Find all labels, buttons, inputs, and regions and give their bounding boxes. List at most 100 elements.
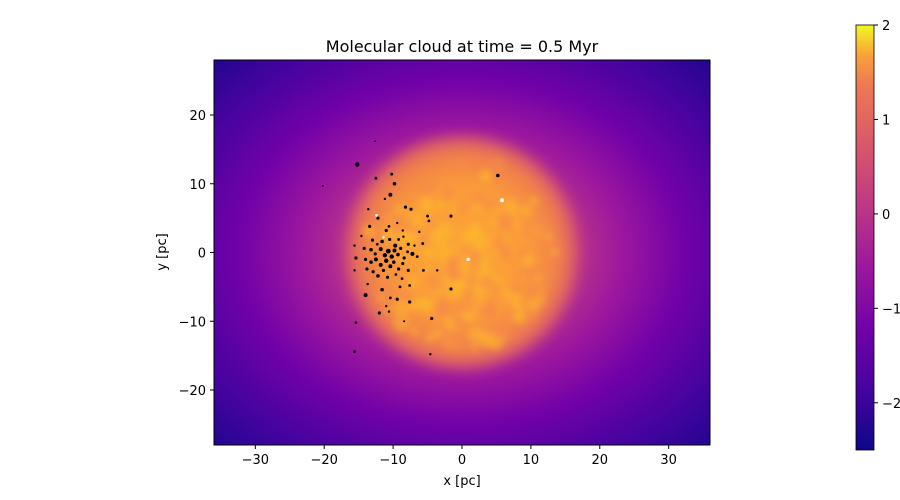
cloud-blob: [480, 274, 495, 289]
star-point: [367, 207, 370, 211]
cloud-blob: [440, 185, 455, 200]
star-point: [396, 252, 400, 257]
cloud-blob: [471, 202, 483, 214]
star-point: [374, 140, 377, 143]
x-tick-label: 10: [523, 453, 540, 468]
cloud-blob: [438, 295, 449, 306]
star-point: [422, 268, 425, 272]
star-point: [374, 176, 378, 180]
cloud-blob: [451, 338, 466, 353]
cloud-blob: [444, 262, 463, 281]
cloud-blob: [384, 306, 392, 314]
star-point: [390, 172, 394, 176]
cloud-blob: [427, 271, 446, 290]
star-point: [321, 184, 324, 187]
star-point-white: [382, 236, 385, 239]
star-point: [403, 205, 408, 209]
cloud-blob: [416, 179, 431, 194]
star-point: [396, 221, 399, 225]
star-point: [375, 242, 379, 246]
cloud-blob: [469, 228, 480, 240]
cloud-blob: [523, 223, 540, 240]
star-point: [394, 273, 398, 276]
star-point: [378, 247, 383, 252]
cloud-blob: [454, 200, 469, 214]
cloud-blob: [435, 287, 444, 296]
star-point: [369, 260, 373, 264]
cloud-blob: [509, 281, 524, 296]
star-point: [401, 229, 404, 232]
y-tick-label: −10: [179, 315, 206, 330]
star-point: [398, 285, 402, 289]
cloud-blob: [470, 262, 481, 273]
cloud-blob: [486, 234, 493, 241]
star-point: [421, 242, 425, 245]
cloud-blob: [522, 264, 539, 281]
star-point: [449, 214, 453, 218]
cloud-blob: [491, 282, 503, 294]
star-point: [408, 284, 412, 287]
cloud-blob: [507, 306, 518, 317]
star-point: [380, 287, 384, 292]
star-point: [369, 247, 373, 252]
cloud-blob: [384, 212, 402, 230]
star-point: [389, 254, 394, 259]
star-point: [388, 296, 392, 300]
cloud-blob: [420, 200, 435, 215]
star-point: [426, 214, 429, 218]
star-point: [387, 310, 391, 313]
colorbar-tick-label: 2: [882, 19, 890, 34]
x-tick-label: 20: [592, 453, 609, 468]
cloud-blob: [409, 302, 416, 309]
star-point: [392, 260, 396, 264]
star-point: [371, 270, 375, 274]
star-point: [353, 244, 356, 247]
y-axis-ticks: −20 −10 0 10 20: [179, 109, 214, 399]
cloud-blob: [362, 224, 376, 238]
star-point: [402, 256, 406, 260]
cloud-blob: [483, 256, 491, 264]
star-point: [415, 255, 419, 259]
cloud-blob: [432, 328, 443, 338]
star-point: [353, 350, 356, 353]
cloud-blob: [376, 295, 384, 302]
star-point: [377, 311, 381, 315]
star-point: [378, 262, 383, 267]
cloud-blob: [393, 299, 411, 317]
star-point: [376, 274, 380, 278]
star-point: [436, 269, 439, 272]
cloud-blob: [490, 157, 506, 172]
star-point: [395, 297, 399, 301]
cloud-blob: [490, 322, 508, 340]
star-point: [388, 237, 392, 242]
cloud-blob: [480, 304, 497, 321]
star-point: [373, 252, 377, 256]
cloud-blob: [485, 293, 498, 307]
star-point: [401, 261, 405, 266]
star-point: [397, 238, 401, 241]
cloud-blob: [501, 288, 513, 299]
star-point: [406, 242, 410, 246]
x-tick-label: −10: [379, 453, 406, 468]
cloud-blob: [412, 221, 419, 228]
cloud-blob: [423, 265, 431, 273]
colorbar: [855, 24, 875, 451]
star-point: [385, 304, 388, 308]
colorbar-tick-label: −1: [882, 302, 900, 317]
colorbar-ticks: 2 1 0 −1 −2: [874, 19, 900, 412]
cloud-blob: [502, 219, 514, 231]
star-point: [429, 353, 432, 356]
star-point: [362, 246, 366, 250]
star-point: [382, 253, 388, 258]
star-point: [449, 287, 453, 291]
star-point: [387, 224, 391, 228]
cloud-turbulence: [362, 157, 559, 353]
cloud-blob: [513, 190, 520, 198]
star-point: [397, 267, 401, 271]
star-point: [413, 244, 416, 247]
colorbar-tick-label: −2: [882, 397, 900, 412]
cloud-blob: [512, 220, 520, 228]
cloud-blob: [468, 327, 485, 344]
x-axis-ticks: −30 −20 −10 0 10 20 30: [242, 445, 677, 468]
y-tick-label: −20: [179, 384, 206, 399]
